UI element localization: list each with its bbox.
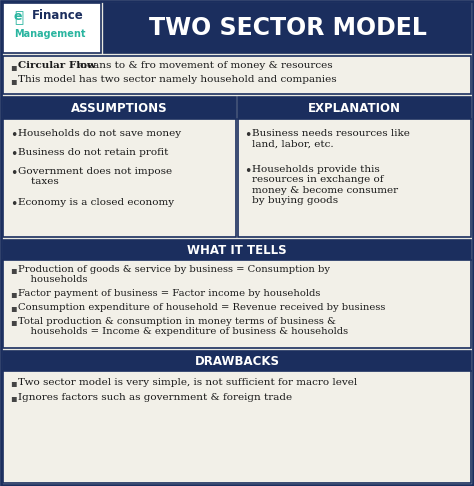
Text: ▪: ▪ — [10, 265, 17, 275]
Text: This model has two sector namely household and companies: This model has two sector namely househo… — [18, 75, 337, 84]
Text: ▪: ▪ — [10, 76, 17, 86]
FancyBboxPatch shape — [238, 97, 471, 119]
Text: Households do not save money: Households do not save money — [18, 129, 181, 138]
Text: Finance: Finance — [32, 9, 84, 22]
Text: •: • — [10, 198, 18, 211]
Text: Ignores factors such as government & foreign trade: Ignores factors such as government & for… — [18, 393, 292, 402]
Text: e: e — [14, 10, 22, 23]
Text: ▪: ▪ — [10, 378, 17, 388]
FancyBboxPatch shape — [3, 56, 471, 94]
Text: means to & fro movement of money & resources: means to & fro movement of money & resou… — [74, 61, 333, 70]
FancyBboxPatch shape — [104, 3, 471, 53]
FancyBboxPatch shape — [3, 351, 471, 371]
FancyBboxPatch shape — [3, 3, 101, 53]
FancyBboxPatch shape — [3, 260, 471, 348]
Text: Business do not retain profit: Business do not retain profit — [18, 148, 168, 157]
Text: ASSUMPTIONS: ASSUMPTIONS — [71, 102, 168, 115]
Text: •: • — [244, 129, 251, 142]
Text: DRAWBACKS: DRAWBACKS — [194, 354, 280, 367]
Text: EXPLANATION: EXPLANATION — [308, 102, 401, 115]
FancyBboxPatch shape — [3, 371, 471, 483]
Text: ▪: ▪ — [10, 62, 17, 72]
Text: WHAT IT TELLS: WHAT IT TELLS — [187, 243, 287, 257]
Text: Households provide this
resources in exchange of
money & become consumer
by buyi: Households provide this resources in exc… — [252, 165, 398, 205]
Text: Factor payment of business = Factor income by households: Factor payment of business = Factor inco… — [18, 289, 320, 298]
FancyBboxPatch shape — [3, 119, 236, 237]
FancyBboxPatch shape — [238, 119, 471, 237]
Text: ▪: ▪ — [10, 303, 17, 313]
Text: 🎓: 🎓 — [14, 10, 23, 25]
FancyBboxPatch shape — [3, 240, 471, 260]
Text: Consumption expenditure of household = Revenue received by business: Consumption expenditure of household = R… — [18, 303, 385, 312]
Text: ▪: ▪ — [10, 289, 17, 299]
Text: Business needs resources like
land, labor, etc.: Business needs resources like land, labo… — [252, 129, 410, 148]
Text: •: • — [10, 129, 18, 142]
Text: Government does not impose
    taxes: Government does not impose taxes — [18, 167, 172, 187]
Text: Economy is a closed economy: Economy is a closed economy — [18, 198, 174, 207]
Text: •: • — [10, 148, 18, 161]
Text: •: • — [10, 167, 18, 180]
Text: Total production & consumption in money terms of business &
    households = Inc: Total production & consumption in money … — [18, 317, 348, 336]
Text: Circular Flow: Circular Flow — [18, 61, 96, 70]
FancyBboxPatch shape — [3, 97, 236, 119]
Text: •: • — [244, 165, 251, 178]
Text: ▪: ▪ — [10, 393, 17, 403]
Text: Two sector model is very simple, is not sufficient for macro level: Two sector model is very simple, is not … — [18, 378, 357, 387]
Text: Management: Management — [14, 29, 85, 39]
Text: ▪: ▪ — [10, 317, 17, 327]
Text: Production of goods & service by business = Consumption by
    households: Production of goods & service by busines… — [18, 265, 330, 284]
Text: TWO SECTOR MODEL: TWO SECTOR MODEL — [148, 16, 427, 40]
